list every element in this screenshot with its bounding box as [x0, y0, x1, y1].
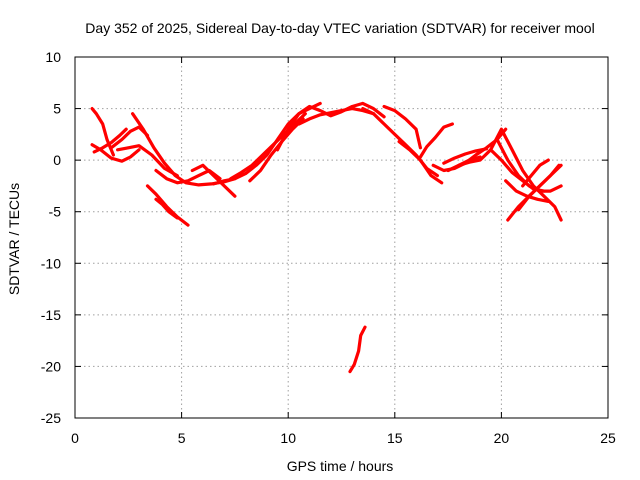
y-tick-label: -25 — [41, 410, 61, 426]
x-tick-label: 15 — [387, 430, 403, 446]
y-tick-label: -15 — [41, 307, 61, 323]
data-arc-arc-12 — [229, 112, 307, 181]
data-arc-arc-7 — [145, 184, 190, 227]
x-tick-label: 5 — [178, 430, 186, 446]
x-axis-label: GPS time / hours — [287, 458, 394, 474]
y-tick-label: 10 — [45, 49, 61, 65]
grid-lines — [75, 57, 608, 418]
y-tick-label: -5 — [49, 204, 62, 220]
x-tick-label: 25 — [600, 430, 616, 446]
data-arc-arc-23 — [457, 127, 563, 222]
y-tick-label: -20 — [41, 358, 61, 374]
data-arc-arc-19 — [418, 122, 454, 159]
data-arc-arc-3 — [92, 127, 128, 154]
chart-title: Day 352 of 2025, Sidereal Day-to-day VTE… — [85, 20, 594, 36]
data-arc-arc-30 — [348, 325, 367, 374]
data-arc-arc-29 — [521, 158, 550, 188]
plot-data — [90, 101, 563, 374]
data-arc-arc-14 — [275, 101, 386, 152]
y-axis-label: SDTVAR / TECUs — [6, 183, 22, 295]
plot-frame — [74, 56, 609, 419]
data-arc-arc-18 — [397, 140, 444, 185]
y-tick-label: 0 — [53, 152, 61, 168]
data-arc-arc-8 — [154, 197, 179, 220]
data-arc-arc-21 — [442, 147, 489, 165]
x-tick-label: 0 — [71, 430, 79, 446]
x-tick-label: 10 — [280, 430, 296, 446]
axes: 0 5 10 15 20 25 -25 -20 -15 -10 -5 0 5 10 — [41, 49, 616, 446]
data-arc-arc-15 — [297, 106, 376, 126]
data-arc-arc-6 — [115, 144, 179, 178]
y-tick-label: -10 — [41, 255, 61, 271]
data-arc-arc-17 — [382, 104, 422, 150]
data-arc-arc-13 — [248, 117, 305, 183]
data-arc-arc-28 — [516, 163, 561, 212]
data-arc-arc-5 — [131, 112, 237, 187]
data-arc-arc-10 — [190, 163, 237, 198]
y-tick-label: 5 — [53, 101, 61, 117]
x-tick-label: 20 — [494, 430, 510, 446]
